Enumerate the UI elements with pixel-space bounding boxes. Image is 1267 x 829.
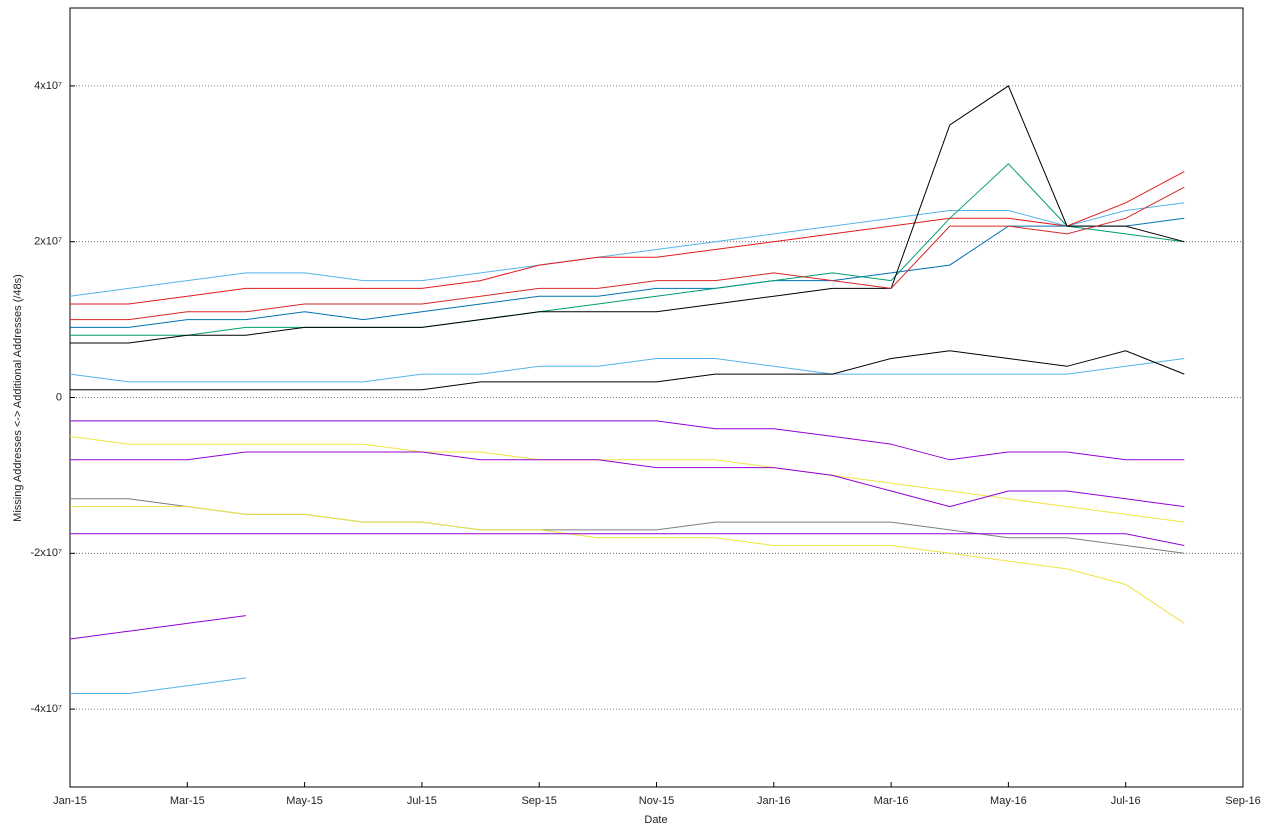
y-axis-label: Missing Addresses <-> Additional Address… <box>12 274 24 522</box>
series-line <box>70 451 1185 508</box>
x-tick-label: Mar-15 <box>170 795 205 807</box>
y-tick-label: 2x10⁷ <box>34 236 62 248</box>
series-line <box>70 171 1185 305</box>
series-line <box>70 350 1185 391</box>
series-line <box>70 533 1185 546</box>
x-tick-label: Sep-16 <box>1225 795 1260 807</box>
series-line <box>70 677 246 694</box>
x-tick-label: Jan-15 <box>53 795 87 807</box>
series-line <box>69 435 1185 523</box>
y-tick-label: -2x10⁷ <box>31 547 63 559</box>
series-line <box>70 506 1185 624</box>
series-line <box>69 615 246 640</box>
series-line <box>70 85 1185 344</box>
series-line <box>69 358 1185 383</box>
x-tick-label: May-15 <box>286 795 323 807</box>
x-tick-label: Nov-15 <box>639 795 674 807</box>
series-line <box>70 217 1185 328</box>
series-line <box>70 163 1185 336</box>
y-tick-label: -4x10⁷ <box>31 703 63 715</box>
y-tick-label: 4x10⁷ <box>34 80 62 92</box>
series-line <box>70 186 1185 321</box>
y-tick-label: 0 <box>56 391 62 403</box>
x-tick-label: Jan-16 <box>757 795 791 807</box>
x-axis-label: Date <box>644 814 667 826</box>
x-tick-label: Sep-15 <box>521 795 556 807</box>
plot-frame <box>69 7 1244 788</box>
series-line <box>69 202 1185 297</box>
x-tick-label: Mar-16 <box>874 795 909 807</box>
x-tick-label: Jul-15 <box>407 795 437 807</box>
series-line <box>70 420 1185 461</box>
x-tick-label: Jul-16 <box>1111 795 1141 807</box>
x-tick-label: May-16 <box>990 795 1027 807</box>
